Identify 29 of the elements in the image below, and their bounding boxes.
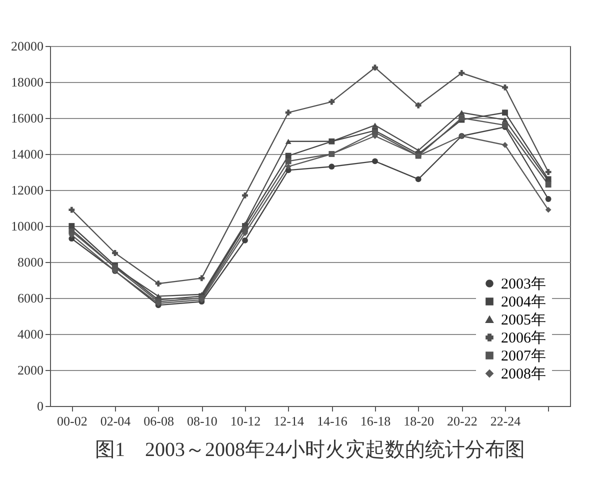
x-tick-label: 14-16 <box>316 414 348 428</box>
y-tick-label: 8000 <box>18 254 44 270</box>
y-tick-label: 4000 <box>18 326 44 342</box>
y-tick-label: 2000 <box>18 362 44 378</box>
y-tick-label: 18000 <box>11 74 44 90</box>
legend-label: 2008年 <box>501 366 546 382</box>
x-tick-label: 18-20 <box>404 414 434 428</box>
legend-label: 2005年 <box>501 312 546 328</box>
y-tick-label: 6000 <box>18 290 44 306</box>
y-tick-label: 20000 <box>11 38 44 54</box>
legend-label: 2007年 <box>501 348 546 364</box>
y-tick-label: 16000 <box>11 110 44 126</box>
text: 图1 2003～2008年24小时火灾起数的统计分布图 <box>95 439 525 461</box>
x-tick-label: 10-12 <box>230 414 261 428</box>
legend-label: 2004年 <box>501 294 546 310</box>
x-tick-label: 02-04 <box>100 414 132 428</box>
x-tick-label: 22-24 <box>490 414 522 428</box>
y-tick-label: 0 <box>37 398 44 414</box>
legend-label: 2006年 <box>501 330 546 346</box>
x-tick-label: 06-08 <box>144 414 174 428</box>
x-tick-label: 16-18 <box>360 414 391 428</box>
x-tick-label: 08-10 <box>186 414 218 428</box>
y-tick-label: 14000 <box>11 146 44 162</box>
x-tick-label: 12-14 <box>274 414 304 428</box>
x-tick-label: 00-02 <box>56 414 88 428</box>
legend-label: 2003年 <box>501 276 546 292</box>
y-tick-label: 12000 <box>11 182 44 198</box>
x-tick-label: 20-22 <box>446 414 478 428</box>
y-tick-label: 10000 <box>11 218 44 234</box>
